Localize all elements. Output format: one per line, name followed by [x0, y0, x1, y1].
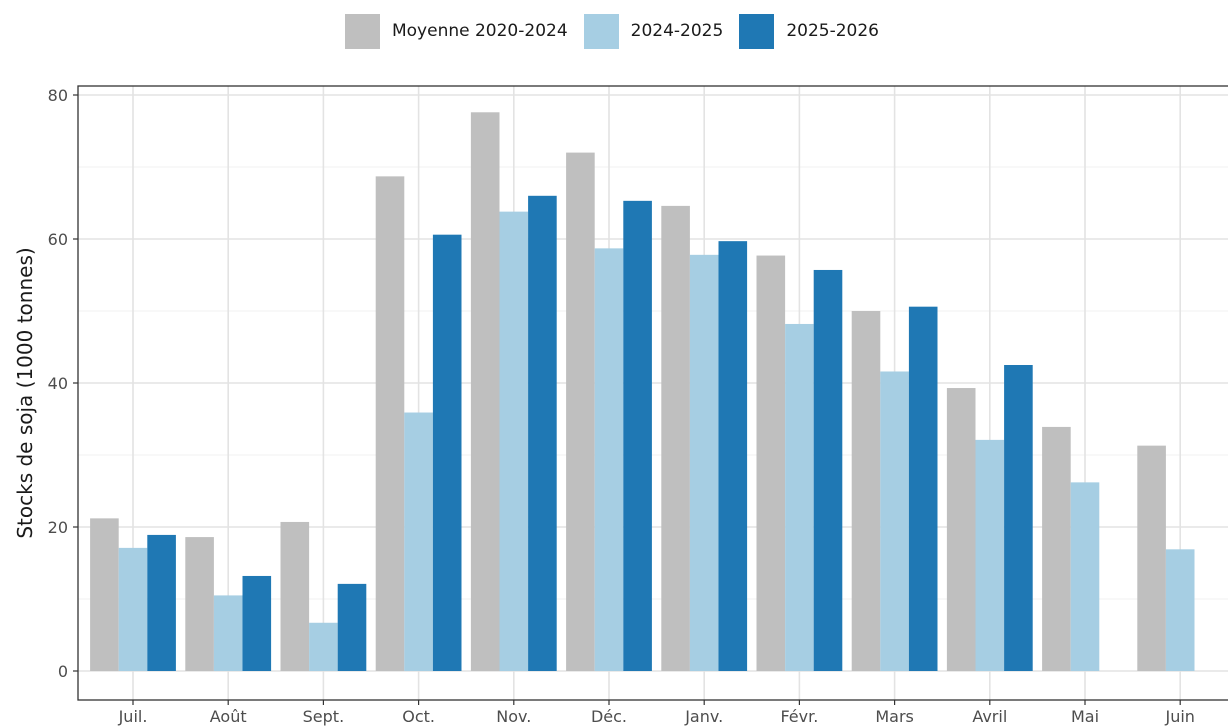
- y-tick-label: 20: [48, 518, 68, 537]
- legend-label: Moyenne 2020-2024: [391, 21, 568, 41]
- bar: [528, 195, 557, 672]
- bar: [851, 311, 881, 671]
- bar: [147, 534, 176, 671]
- x-tick-label: Févr.: [780, 707, 818, 726]
- y-tick-label: 40: [48, 374, 68, 393]
- bar: [1165, 549, 1195, 671]
- bar: [785, 323, 814, 671]
- bar: [90, 518, 119, 671]
- bar: [756, 255, 786, 671]
- x-tick-label: Mai: [1071, 707, 1099, 726]
- legend-swatch: [344, 13, 380, 49]
- bar: [661, 205, 690, 671]
- y-tick-label: 80: [48, 86, 68, 105]
- bar: [499, 211, 529, 671]
- bar: [432, 234, 462, 671]
- x-tick-label: Juil.: [118, 707, 148, 726]
- y-tick-label: 0: [58, 662, 68, 681]
- bar: [337, 583, 367, 671]
- bar: [718, 241, 748, 671]
- legend-swatch: [583, 13, 619, 49]
- bar: [1042, 426, 1071, 671]
- y-axis-label: Stocks de soja (1000 tonnes): [13, 247, 37, 538]
- bar: [880, 371, 909, 671]
- bar: [118, 547, 148, 671]
- legend-item-2025-2026: 2025-2026: [739, 13, 883, 49]
- bar: [242, 575, 272, 671]
- bar: [375, 176, 405, 672]
- bar: [1004, 365, 1033, 671]
- bar: [280, 521, 310, 671]
- bar: [566, 152, 595, 672]
- x-tick-label: Déc.: [591, 707, 627, 726]
- bar: [975, 439, 1005, 671]
- x-tick-label: Juin: [1164, 707, 1194, 726]
- bar: [1070, 482, 1100, 671]
- x-tick-label: Mars: [875, 707, 914, 726]
- legend-swatch: [739, 13, 775, 49]
- bar: [470, 112, 500, 671]
- plot-panel-border: [77, 85, 1228, 701]
- legend-label: 2024-2025: [630, 21, 724, 41]
- x-tick-label: Août: [210, 707, 247, 726]
- bar: [689, 254, 719, 671]
- x-tick-label: Sept.: [303, 707, 345, 726]
- bar: [1137, 445, 1166, 671]
- bar: [185, 537, 214, 671]
- x-tick-label: Janv.: [684, 707, 723, 726]
- bar: [309, 622, 338, 671]
- bar: [213, 595, 243, 671]
- x-tick-label: Oct.: [402, 707, 435, 726]
- bar: [908, 306, 938, 671]
- bar: [594, 248, 624, 672]
- bar: [946, 388, 976, 671]
- bar: [623, 200, 652, 671]
- chart-legend: Moyenne 2020-2024 2024-2025 2025-2026: [0, 13, 1228, 49]
- legend-item-2024-2025: 2024-2025: [583, 13, 728, 49]
- x-tick-label: Nov.: [496, 707, 531, 726]
- bar: [404, 412, 433, 671]
- legend-label: 2025-2026: [786, 21, 879, 41]
- y-tick-label: 60: [48, 230, 68, 249]
- legend-item-moyenne: Moyenne 2020-2024: [344, 13, 572, 49]
- x-tick-label: Avril: [972, 707, 1007, 726]
- bar: [813, 269, 843, 671]
